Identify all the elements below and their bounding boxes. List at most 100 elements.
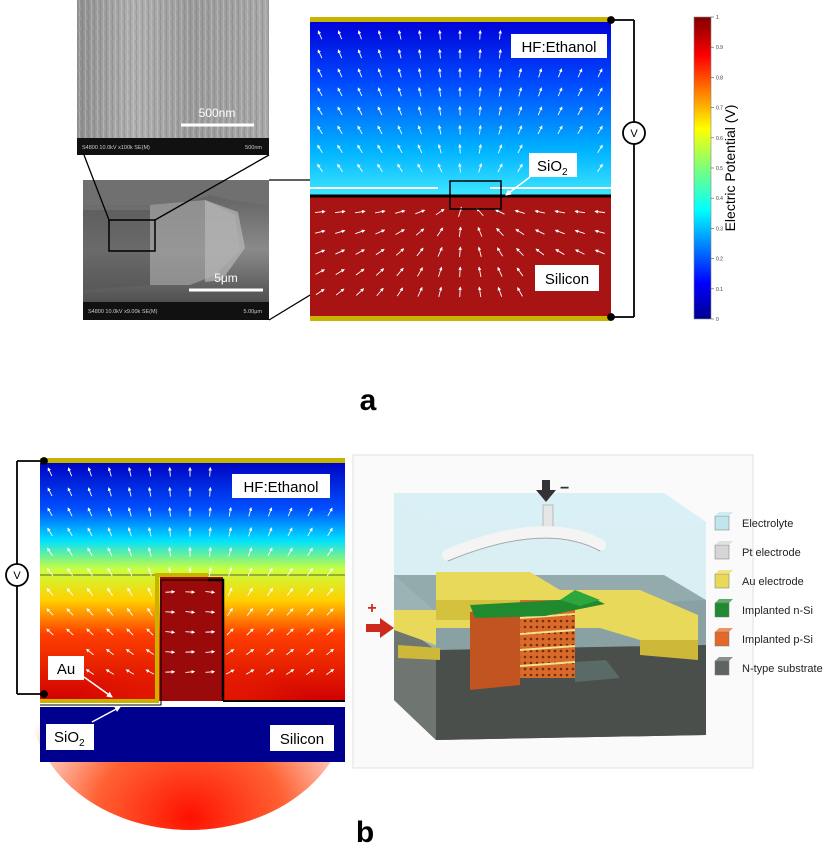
field-arrow xyxy=(326,608,334,616)
field-arrows-b xyxy=(46,466,335,675)
bottom-electrode-a xyxy=(310,316,611,321)
field-arrow xyxy=(437,246,443,257)
field-arrow xyxy=(225,669,235,675)
field-arrow xyxy=(478,143,483,154)
field-arrow xyxy=(85,669,94,675)
field-arrow xyxy=(415,228,425,236)
field-arrow xyxy=(47,467,53,477)
zoom-box-sem xyxy=(108,219,156,252)
field-arrow xyxy=(554,229,565,235)
field-arrow xyxy=(518,106,523,116)
colorbar-tick-label: 0.7 xyxy=(716,106,723,112)
field-arrow xyxy=(574,249,585,255)
field-arrow xyxy=(396,267,404,277)
field-arrow xyxy=(327,547,333,556)
pt-electrode xyxy=(442,504,606,562)
field-arrow xyxy=(307,527,313,537)
field-arrow xyxy=(375,268,385,276)
field-arrow xyxy=(248,527,253,537)
field-arrow xyxy=(306,669,315,675)
field-arrow xyxy=(377,68,382,78)
field-arrow xyxy=(517,125,523,135)
field-arrow xyxy=(87,467,92,477)
field-arrow xyxy=(376,287,384,297)
field-arrow xyxy=(397,163,403,173)
field-arrow xyxy=(538,87,543,97)
field-arrow xyxy=(87,527,93,537)
field-arrow xyxy=(577,87,583,97)
field-arrow xyxy=(147,607,153,617)
field-arrow xyxy=(397,144,403,154)
oxide-label-a: SiO2 xyxy=(537,158,568,178)
field-arrow xyxy=(125,648,134,656)
field-arrow xyxy=(497,266,503,277)
field-arrow xyxy=(147,506,152,517)
field-arrow xyxy=(436,227,444,237)
legend-swatch xyxy=(714,602,730,618)
electrolyte-label-b: HF:Ethanol xyxy=(243,479,318,496)
field-arrow xyxy=(478,163,483,173)
field-arrow xyxy=(226,649,235,655)
field-arrow xyxy=(335,268,345,276)
field-arrow xyxy=(326,669,335,675)
au-label-box-b xyxy=(48,656,84,680)
field-arrow xyxy=(397,68,402,78)
field-arrow xyxy=(87,547,93,557)
field-arrow xyxy=(335,288,345,296)
field-arrow xyxy=(226,628,234,636)
field-arrow xyxy=(127,587,133,597)
legend-item: Implanted p-Si xyxy=(714,628,813,647)
field-arrow xyxy=(66,608,74,616)
field-arrow xyxy=(597,163,603,172)
field-arrow xyxy=(205,650,216,654)
oxide-pointer-a xyxy=(505,176,531,196)
field-arrow xyxy=(515,228,525,236)
top-electrode-a xyxy=(310,17,611,22)
field-arrow xyxy=(267,547,273,557)
field-arrow xyxy=(537,106,543,116)
field-arrow xyxy=(437,163,443,173)
legend-item: Electrolyte xyxy=(714,512,793,531)
sem-top-scale-label: 500nm xyxy=(199,106,236,120)
field-arrow xyxy=(397,87,402,97)
legend-swatch xyxy=(714,515,730,531)
colorbar-tick-label: 0.3 xyxy=(716,226,723,232)
field-arrow xyxy=(337,49,343,59)
legend-swatch xyxy=(714,573,730,589)
field-arrow xyxy=(355,268,365,276)
field-arrow xyxy=(597,68,603,78)
field-arrow xyxy=(335,229,346,234)
field-arrow xyxy=(357,30,362,40)
panel-letter-b: b xyxy=(356,816,374,849)
legend-item: Au electrode xyxy=(714,570,804,589)
field-arrow xyxy=(246,628,254,636)
field-arrow xyxy=(534,229,545,235)
field-arrow xyxy=(67,487,73,497)
field-arrow xyxy=(306,608,314,616)
field-arrow xyxy=(557,106,563,116)
field-arrow xyxy=(126,607,134,616)
field-arrow xyxy=(315,249,326,255)
field-arrow xyxy=(514,209,525,214)
field-arrow xyxy=(534,209,545,214)
top-electrode-b xyxy=(40,458,345,463)
field-arrow xyxy=(87,567,93,577)
plus-sign: + xyxy=(367,600,376,617)
field-arrow xyxy=(246,607,254,616)
field-arrow xyxy=(168,526,172,537)
field-arrow xyxy=(246,648,255,656)
field-arrow xyxy=(227,587,233,597)
field-arrow xyxy=(498,106,503,116)
field-arrow xyxy=(537,125,543,135)
legend-swatch xyxy=(714,631,730,647)
field-arrow xyxy=(317,68,323,78)
oxide-pointer-b xyxy=(91,706,121,723)
field-arrow xyxy=(317,30,323,40)
colorbar-tick-label: 0.1 xyxy=(716,287,723,293)
field-arrow xyxy=(597,144,603,154)
field-arrow xyxy=(417,144,423,154)
field-arrow xyxy=(438,286,443,297)
colorbar-tick-label: 0.9 xyxy=(716,45,723,51)
silicon-label-box-b xyxy=(270,725,334,751)
field-arrow xyxy=(377,163,383,173)
